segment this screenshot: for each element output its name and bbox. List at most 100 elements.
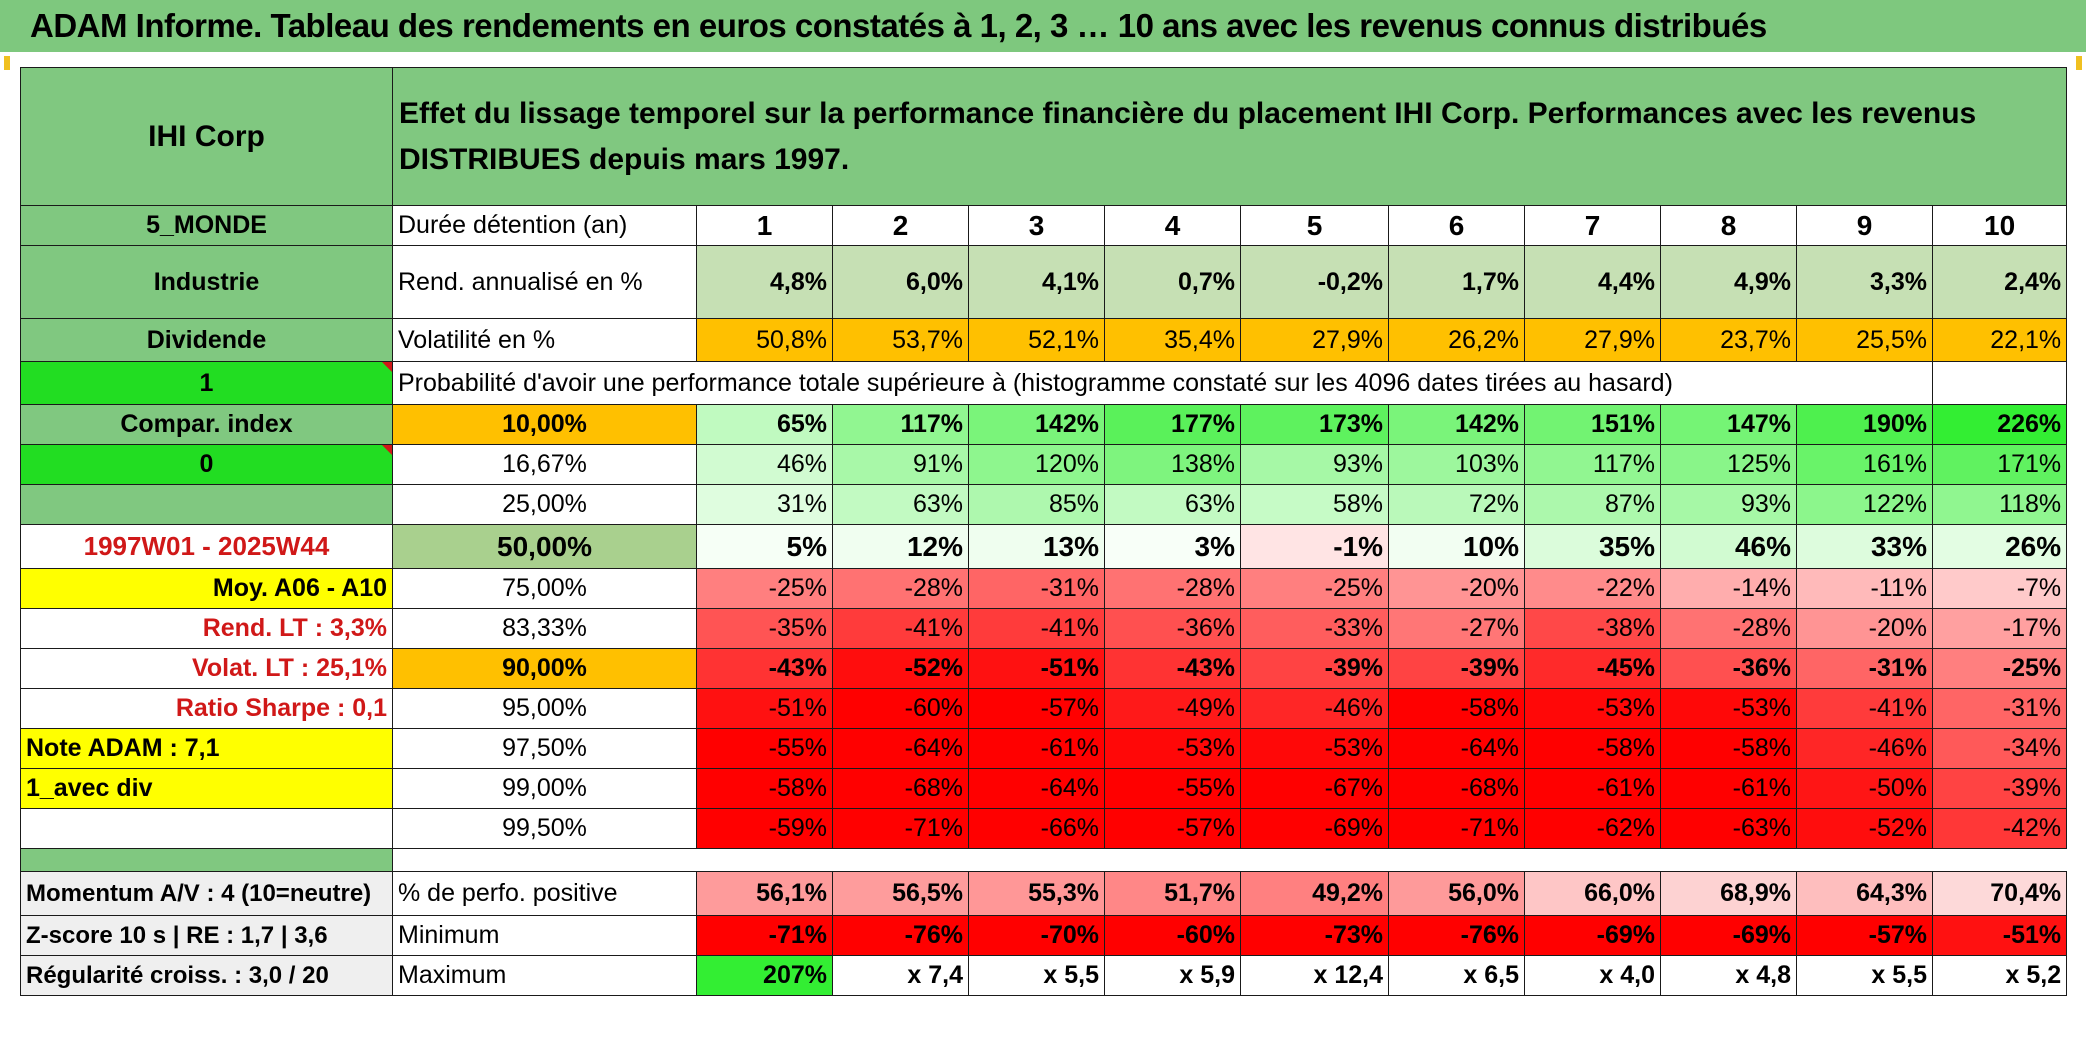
positive-value-7: 66,0% bbox=[1524, 871, 1661, 916]
maximum-value-4: x 5,9 bbox=[1104, 955, 1241, 996]
prob-value-r10-1: -58% bbox=[696, 768, 833, 809]
rend-value-10: 2,4% bbox=[1931, 245, 2068, 319]
prob-value-r2-10: 171% bbox=[1931, 444, 2068, 485]
flag-zero-cell: 0 bbox=[20, 444, 393, 485]
prob-value-r9-9: -46% bbox=[1796, 728, 1933, 769]
positive-label: % de perfo. positive bbox=[392, 871, 697, 916]
prob-value-r3-4: 63% bbox=[1104, 484, 1241, 525]
zscore-label: Z-score 10 s | RE : 1,7 | 3,6 bbox=[20, 915, 393, 956]
prob-value-r11-8: -63% bbox=[1660, 808, 1797, 849]
prob-value-r2-9: 161% bbox=[1796, 444, 1933, 485]
prob-value-r9-3: -61% bbox=[968, 728, 1105, 769]
prob-value-r3-6: 72% bbox=[1388, 484, 1525, 525]
prob-value-r1-8: 147% bbox=[1660, 404, 1797, 445]
prob-value-r9-5: -53% bbox=[1240, 728, 1389, 769]
prob-value-r3-8: 93% bbox=[1660, 484, 1797, 525]
positive-value-9: 64,3% bbox=[1796, 871, 1933, 916]
prob-value-r11-10: -42% bbox=[1931, 808, 2068, 849]
prob-value-r1-1: 65% bbox=[696, 404, 833, 445]
threshold-6: 83,33% bbox=[392, 608, 697, 649]
prob-value-r7-6: -39% bbox=[1388, 648, 1525, 689]
prob-value-r3-1: 31% bbox=[696, 484, 833, 525]
volat-lt-label: Volat. LT : 25,1% bbox=[20, 648, 393, 689]
prob-value-r4-10: 26% bbox=[1931, 524, 2068, 569]
minimum-value-3: -70% bbox=[968, 915, 1105, 956]
prob-value-r1-5: 173% bbox=[1240, 404, 1389, 445]
prob-value-r4-4: 3% bbox=[1104, 524, 1241, 569]
left-marker bbox=[4, 56, 10, 70]
prob-value-r4-8: 46% bbox=[1660, 524, 1797, 569]
prob-value-r2-5: 93% bbox=[1240, 444, 1389, 485]
volat-value-5: 27,9% bbox=[1240, 318, 1389, 362]
maximum-value-8: x 4,8 bbox=[1660, 955, 1797, 996]
prob-value-r2-7: 117% bbox=[1524, 444, 1661, 485]
positive-value-6: 56,0% bbox=[1388, 871, 1525, 916]
positive-value-10: 70,4% bbox=[1931, 871, 2068, 916]
volat-value-8: 23,7% bbox=[1660, 318, 1797, 362]
threshold-2: 16,67% bbox=[392, 444, 697, 485]
volat-label: Volatilité en % bbox=[392, 318, 697, 362]
sector-label: Industrie bbox=[20, 245, 393, 319]
prob-value-r7-4: -43% bbox=[1104, 648, 1241, 689]
volat-value-3: 52,1% bbox=[968, 318, 1105, 362]
volat-value-7: 27,9% bbox=[1524, 318, 1661, 362]
prob-value-r1-6: 142% bbox=[1388, 404, 1525, 445]
prob-value-r10-2: -68% bbox=[832, 768, 969, 809]
year-header-2: 2 bbox=[832, 205, 969, 246]
prob-value-r1-7: 151% bbox=[1524, 404, 1661, 445]
prob-value-r1-4: 177% bbox=[1104, 404, 1241, 445]
flag-one-cell: 1 bbox=[20, 361, 393, 405]
prob-value-r3-2: 63% bbox=[832, 484, 969, 525]
prob-value-r4-6: 10% bbox=[1388, 524, 1525, 569]
prob-value-r8-5: -46% bbox=[1240, 688, 1389, 729]
prob-value-r9-4: -53% bbox=[1104, 728, 1241, 769]
prob-value-r4-1: 5% bbox=[696, 524, 833, 569]
prob-value-r8-2: -60% bbox=[832, 688, 969, 729]
year-header-9: 9 bbox=[1796, 205, 1933, 246]
rend-value-8: 4,9% bbox=[1660, 245, 1797, 319]
prob-value-r4-7: 35% bbox=[1524, 524, 1661, 569]
prob-value-r10-3: -64% bbox=[968, 768, 1105, 809]
rend-value-2: 6,0% bbox=[832, 245, 969, 319]
prob-value-r9-1: -55% bbox=[696, 728, 833, 769]
prob-value-r7-10: -25% bbox=[1931, 648, 2068, 689]
prob-value-r4-3: 13% bbox=[968, 524, 1105, 569]
sharpe-label: Ratio Sharpe : 0,1 bbox=[20, 688, 393, 729]
rend-value-9: 3,3% bbox=[1796, 245, 1933, 319]
threshold-9: 97,50% bbox=[392, 728, 697, 769]
volat-value-1: 50,8% bbox=[696, 318, 833, 362]
prob-value-r4-2: 12% bbox=[832, 524, 969, 569]
prob-value-r5-3: -31% bbox=[968, 568, 1105, 609]
minimum-value-8: -69% bbox=[1660, 915, 1797, 956]
prob-value-r11-1: -59% bbox=[696, 808, 833, 849]
threshold-1: 10,00% bbox=[392, 404, 697, 445]
prob-value-r4-5: -1% bbox=[1240, 524, 1389, 569]
prob-value-r11-9: -52% bbox=[1796, 808, 1933, 849]
prob-value-r1-9: 190% bbox=[1796, 404, 1933, 445]
minimum-value-7: -69% bbox=[1524, 915, 1661, 956]
volat-value-2: 53,7% bbox=[832, 318, 969, 362]
rend-value-7: 4,4% bbox=[1524, 245, 1661, 319]
spacer-green-cell bbox=[20, 848, 393, 872]
prob-value-r7-2: -52% bbox=[832, 648, 969, 689]
prob-value-r9-8: -58% bbox=[1660, 728, 1797, 769]
year-header-1: 1 bbox=[696, 205, 833, 246]
prob-value-r6-1: -35% bbox=[696, 608, 833, 649]
minimum-value-2: -76% bbox=[832, 915, 969, 956]
prob-value-r5-8: -14% bbox=[1660, 568, 1797, 609]
prob-value-r8-10: -31% bbox=[1931, 688, 2068, 729]
threshold-8: 95,00% bbox=[392, 688, 697, 729]
performance-table: IHI Corp Effet du lissage temporel sur l… bbox=[20, 67, 2068, 996]
page-title: ADAM Informe. Tableau des rendements en … bbox=[0, 0, 2086, 52]
prob-value-r10-9: -50% bbox=[1796, 768, 1933, 809]
dividend-label: Dividende bbox=[20, 318, 393, 362]
prob-value-r5-10: -7% bbox=[1931, 568, 2068, 609]
prob-value-r11-4: -57% bbox=[1104, 808, 1241, 849]
prob-value-r10-8: -61% bbox=[1660, 768, 1797, 809]
prob-value-r2-3: 120% bbox=[968, 444, 1105, 485]
year-header-8: 8 bbox=[1660, 205, 1797, 246]
prob-value-r7-8: -36% bbox=[1660, 648, 1797, 689]
prob-value-r1-2: 117% bbox=[832, 404, 969, 445]
rend-value-4: 0,7% bbox=[1104, 245, 1241, 319]
prob-value-r7-3: -51% bbox=[968, 648, 1105, 689]
